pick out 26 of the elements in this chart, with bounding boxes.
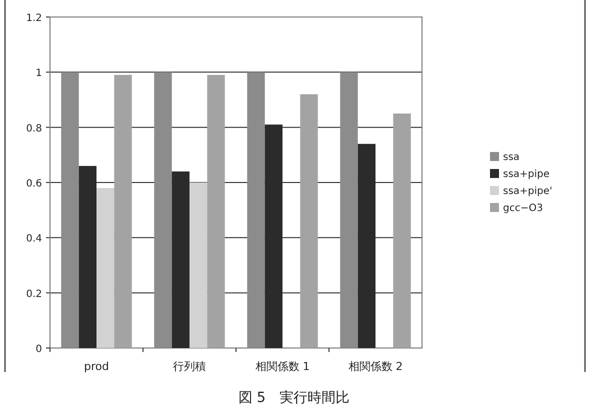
x-tick-label: 相関係数 1 [255,360,310,373]
y-tick-label: 0.2 [26,288,42,300]
bar [340,72,358,348]
legend-label: ssa [503,152,520,163]
legend-label: ssa+pipe' [503,186,552,197]
y-tick-label: 0.6 [26,178,42,190]
bar [247,72,265,348]
bar [207,74,225,348]
legend-label: ssa+pipe [503,169,550,180]
bar [393,114,411,348]
legend-label: gcc−O3 [503,203,543,214]
y-tick-label: 0 [36,344,42,355]
x-tick-label: prod [84,360,109,373]
bar [96,188,114,348]
y-tick-label: 0.8 [26,123,42,134]
bar [61,72,79,348]
bar [114,74,132,348]
y-tick-label: 1 [36,68,42,80]
y-tick-label: 0.4 [26,234,42,245]
caption: 図 5 実行時間比 [238,390,350,406]
bar [154,72,172,348]
x-tick-label: 行列積 [173,360,206,373]
bar [300,94,318,348]
x-tick-label: 相関係数 2 [348,360,403,373]
bar [190,182,208,348]
y-tick-label: 1.2 [26,13,42,24]
